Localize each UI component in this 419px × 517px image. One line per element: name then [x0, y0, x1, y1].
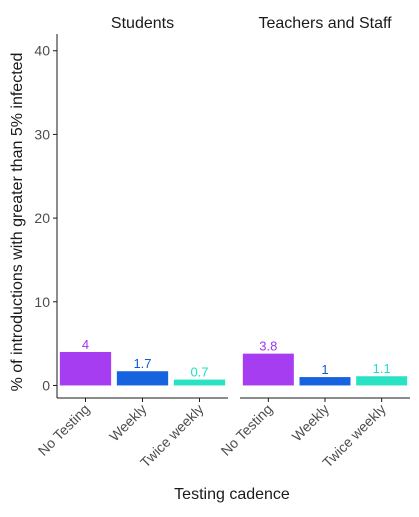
y-tick-label: 30	[34, 126, 50, 142]
facet-panel-teachers-and-staff: Teachers and Staff 3.8 No Testing 1 Weekly 1.…	[218, 15, 410, 470]
bar-teachers-and-staff-no-testing	[242, 353, 294, 386]
bar-teachers-and-staff-weekly	[299, 377, 351, 386]
facet-title-students: Students	[111, 15, 174, 32]
data-label-students-weekly: 1.7	[133, 356, 151, 371]
y-tick-label: 10	[34, 294, 50, 310]
facets-group: Students 0 10 20 30 40 4 No Testing 1.7 Weekly 0.7…	[34, 15, 410, 470]
data-label-teachers-and-staff-no-testing: 3.8	[259, 339, 277, 354]
bar-teachers-and-staff-twice-weekly	[356, 376, 408, 386]
bar-students-weekly	[116, 371, 169, 386]
x-tick-label-teachers-and-staff: No Testing	[218, 401, 276, 459]
data-label-students-no-testing: 4	[82, 337, 89, 352]
y-axis-title: % of introductions with greater than 5% …	[9, 53, 26, 392]
bar-students-no-testing	[59, 351, 112, 386]
x-tick-label-teachers-and-staff: Weekly	[289, 401, 333, 445]
y-tick-label: 40	[34, 43, 50, 59]
x-axis-title: Testing cadence	[174, 486, 290, 503]
y-tick-label: 0	[42, 377, 50, 393]
x-tick-label-students: No Testing	[35, 401, 93, 459]
x-tick-label-students: Weekly	[106, 401, 150, 445]
data-label-teachers-and-staff-weekly: 1	[321, 362, 328, 377]
data-label-teachers-and-staff-twice-weekly: 1.1	[373, 361, 391, 376]
y-tick-label: 20	[34, 210, 50, 226]
facet-title-teachers-and-staff: Teachers and Staff	[258, 15, 392, 32]
data-label-students-twice-weekly: 0.7	[190, 365, 208, 380]
facet-panel-students: Students 0 10 20 30 40 4 No Testing 1.7 Weekly 0.7…	[34, 15, 228, 470]
bar-students-twice-weekly	[173, 379, 226, 386]
